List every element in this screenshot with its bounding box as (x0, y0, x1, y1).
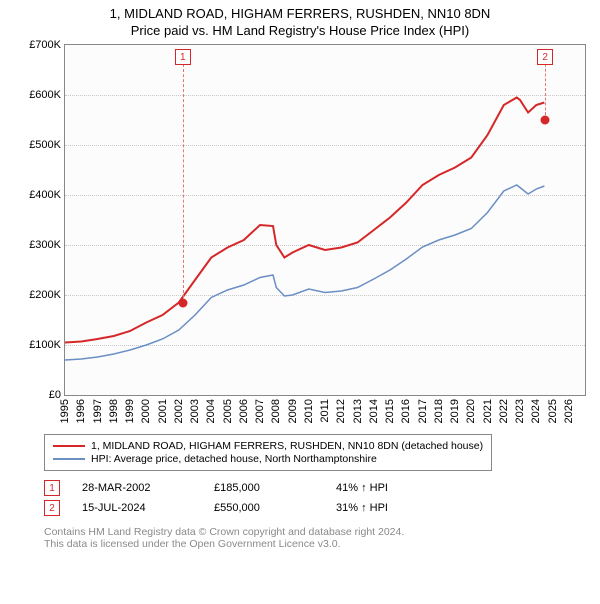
transaction-date: 28-MAR-2002 (82, 482, 192, 494)
transaction-row: 1 28-MAR-2002 £185,000 41% ↑ HPI (44, 480, 388, 496)
marker-dashed-line (545, 59, 546, 120)
x-tick-label: 1996 (75, 399, 87, 423)
x-tick-label: 2010 (303, 399, 315, 423)
transaction-price: £550,000 (214, 502, 314, 514)
transaction-date: 15-JUL-2024 (82, 502, 192, 514)
chart-title-line2: Price paid vs. HM Land Registry's House … (0, 23, 600, 38)
x-tick-label: 1997 (92, 399, 104, 423)
legend-item: 1, MIDLAND ROAD, HIGHAM FERRERS, RUSHDEN… (53, 440, 483, 452)
x-tick-label: 2000 (140, 399, 152, 423)
y-tick-label: £600K (29, 89, 61, 101)
x-tick-label: 2016 (400, 399, 412, 423)
x-tick-label: 2008 (270, 399, 282, 423)
y-tick-label: £500K (29, 139, 61, 151)
x-tick-label: 2001 (157, 399, 169, 423)
chart-container: £0£100K£200K£300K£400K£500K£600K£700K199… (16, 44, 584, 604)
legend-label: 1, MIDLAND ROAD, HIGHAM FERRERS, RUSHDEN… (91, 440, 483, 452)
marker-dashed-line (183, 59, 184, 303)
legend-item: HPI: Average price, detached house, Nort… (53, 453, 483, 465)
x-tick-label: 2002 (173, 399, 185, 423)
y-tick-label: £400K (29, 189, 61, 201)
x-tick-label: 1998 (108, 399, 120, 423)
x-tick-label: 1995 (59, 399, 71, 423)
transaction-marker: 1 (44, 480, 60, 496)
transaction-delta: 31% ↑ HPI (336, 502, 388, 514)
legend: 1, MIDLAND ROAD, HIGHAM FERRERS, RUSHDEN… (44, 434, 492, 471)
plot-area: £0£100K£200K£300K£400K£500K£600K£700K199… (64, 44, 586, 396)
chart-title-line1: 1, MIDLAND ROAD, HIGHAM FERRERS, RUSHDEN… (0, 6, 600, 21)
y-tick-label: £300K (29, 239, 61, 251)
legend-swatch (53, 458, 85, 460)
x-tick-label: 2005 (222, 399, 234, 423)
transaction-price: £185,000 (214, 482, 314, 494)
x-tick-label: 2015 (384, 399, 396, 423)
x-tick-label: 2021 (482, 399, 494, 423)
footer-attribution: Contains HM Land Registry data © Crown c… (44, 526, 404, 550)
x-tick-label: 2012 (335, 399, 347, 423)
transaction-marker: 2 (44, 500, 60, 516)
footer-line2: This data is licensed under the Open Gov… (44, 538, 404, 550)
x-tick-label: 1999 (124, 399, 136, 423)
x-tick-label: 2022 (498, 399, 510, 423)
series-line (65, 98, 544, 343)
marker-label: 1 (175, 49, 191, 65)
x-tick-label: 2026 (563, 399, 575, 423)
x-tick-label: 2007 (254, 399, 266, 423)
y-tick-label: £100K (29, 339, 61, 351)
footer-line1: Contains HM Land Registry data © Crown c… (44, 526, 404, 538)
x-tick-label: 2018 (433, 399, 445, 423)
x-tick-label: 2017 (417, 399, 429, 423)
marker-dot (178, 298, 187, 307)
x-tick-label: 2024 (530, 399, 542, 423)
x-tick-label: 2013 (352, 399, 364, 423)
transactions-table: 1 28-MAR-2002 £185,000 41% ↑ HPI 2 15-JUL-202… (44, 476, 388, 520)
transaction-delta: 41% ↑ HPI (336, 482, 388, 494)
x-tick-label: 2006 (238, 399, 250, 423)
x-tick-label: 2014 (368, 399, 380, 423)
x-tick-label: 2019 (449, 399, 461, 423)
transaction-row: 2 15-JUL-2024 £550,000 31% ↑ HPI (44, 500, 388, 516)
x-tick-label: 2023 (514, 399, 526, 423)
marker-label: 2 (537, 49, 553, 65)
series-line (65, 185, 544, 360)
x-tick-label: 2025 (547, 399, 559, 423)
legend-swatch (53, 445, 85, 447)
x-tick-label: 2009 (287, 399, 299, 423)
y-tick-label: £700K (29, 39, 61, 51)
y-tick-label: £200K (29, 289, 61, 301)
x-tick-label: 2011 (319, 399, 331, 423)
marker-dot (541, 116, 550, 125)
x-tick-label: 2004 (205, 399, 217, 423)
legend-label: HPI: Average price, detached house, Nort… (91, 453, 377, 465)
series-svg (65, 45, 585, 395)
x-tick-label: 2003 (189, 399, 201, 423)
x-tick-label: 2020 (465, 399, 477, 423)
